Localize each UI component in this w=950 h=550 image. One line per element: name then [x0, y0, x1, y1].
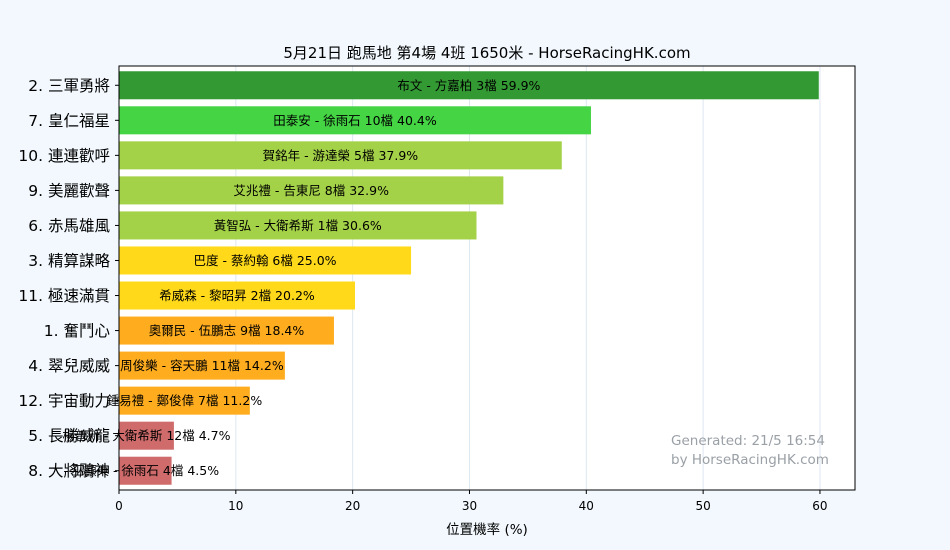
- bar: [119, 421, 174, 450]
- plot-area: [119, 66, 855, 490]
- bar: [119, 386, 250, 415]
- y-tick-label: 8. 大將鵰神: [28, 462, 110, 480]
- x-tick-label: 60: [812, 499, 827, 513]
- x-tick-labels: 0 10 20 30 40 50 60: [115, 490, 828, 513]
- generated-annotation: Generated: 21/5 16:54: [671, 433, 825, 449]
- y-tick-label: 1. 奮鬥心: [44, 322, 110, 340]
- y-tick-label: 2. 三軍勇將: [28, 77, 110, 95]
- bar-label: 黃智弘 - 大衛希斯 1檔 30.6%: [214, 218, 382, 233]
- bar: [119, 316, 334, 345]
- y-tick-label: 4. 翠兒威威: [28, 357, 110, 375]
- bar: [119, 456, 172, 485]
- y-tick-label: 5. 長勝威龍: [28, 427, 110, 445]
- bar-label: 田泰安 - 徐雨石 10檔 40.4%: [273, 113, 437, 128]
- bar-label: 奧爾民 - 伍鵬志 9檔 18.4%: [149, 323, 305, 338]
- bar-label: 布文 - 方嘉柏 3檔 59.9%: [397, 78, 540, 93]
- x-tick-label: 20: [345, 499, 360, 513]
- bar: [119, 211, 477, 240]
- bar-label: 巫顯東 - 徐雨石 4檔 4.5%: [71, 463, 219, 478]
- x-tick-label: 0: [115, 499, 123, 513]
- y-tick-label: 11. 極速滿貫: [18, 287, 110, 305]
- x-axis-label: 位置機率 (%): [446, 521, 528, 538]
- bar: [119, 351, 285, 380]
- y-tick-label: 12. 宇宙動力: [18, 392, 110, 410]
- source-annotation: by HorseRacingHK.com: [671, 452, 829, 468]
- x-tick-label: 40: [579, 499, 594, 513]
- bar-label: 巴度 - 蔡約翰 6檔 25.0%: [193, 253, 336, 268]
- plot-frame: [118, 65, 856, 491]
- y-tick-label: 10. 連連歡呼: [18, 147, 110, 165]
- bar: [119, 106, 591, 135]
- x-tick-label: 30: [462, 499, 477, 513]
- x-tick-label: 50: [695, 499, 710, 513]
- bar: [119, 246, 412, 275]
- y-tick-label: 7. 皇仁福星: [28, 112, 110, 130]
- x-tick-label: 10: [228, 499, 243, 513]
- bars: 布文 - 方嘉柏 3檔 59.9% 田泰安 - 徐雨石 10檔 40.4% 賀銘年 …: [62, 71, 819, 485]
- bar-label: 希威森 - 黎昭昇 2檔 20.2%: [159, 288, 315, 303]
- bar-label: 楊普新 - 大衛希斯 12檔 4.7%: [62, 428, 230, 443]
- y-tick-labels: 2. 三軍勇將 7. 皇仁福星 10. 連連歡呼 9. 美麗歡聲 6. 赤馬雄風 3. 精…: [18, 77, 119, 480]
- y-tick-label: 9. 美麗歡聲: [28, 182, 110, 200]
- y-tick-label: 6. 赤馬雄風: [28, 217, 110, 235]
- bar-label: 鍾易禮 - 鄭俊偉 7檔 11.2%: [107, 393, 263, 408]
- bar-label: 周俊樂 - 容天鵬 11檔 14.2%: [120, 358, 284, 373]
- bar: [119, 71, 819, 100]
- bar-label: 賀銘年 - 游達榮 5檔 37.9%: [263, 148, 419, 163]
- bar-label: 艾兆禮 - 告東尼 8檔 32.9%: [233, 183, 389, 198]
- chart-title: 5月21日 跑馬地 第4場 4班 1650米 - HorseRacingHK.c…: [283, 44, 690, 62]
- bar: [119, 176, 504, 205]
- y-tick-label: 3. 精算謀略: [28, 251, 110, 270]
- bar: [119, 281, 355, 310]
- bar: [119, 141, 562, 170]
